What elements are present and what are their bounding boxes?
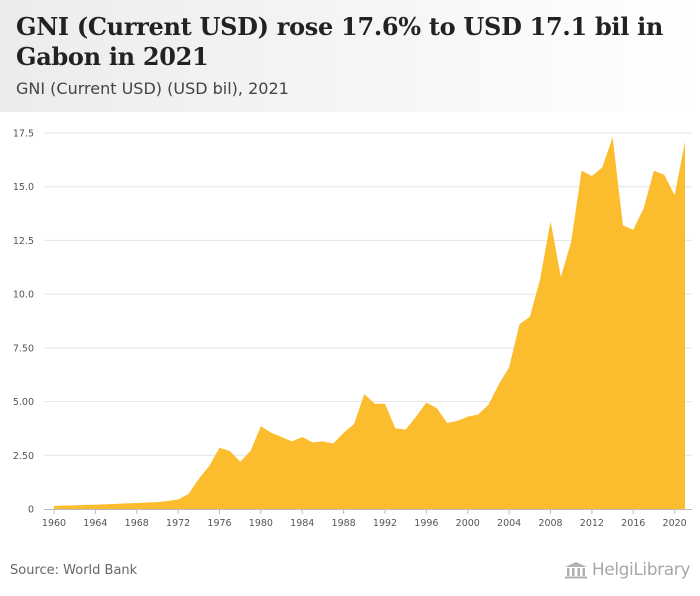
x-tick-label: 1972 [166,518,190,529]
helgi-library-logo: HelgiLibrary [564,560,690,580]
x-axis-ticks: 1960 1964 1968 1972 1976 1980 1984 1988 1992 1996… [42,509,687,529]
x-tick-label: 1984 [290,518,314,529]
x-tick-label: 1992 [373,518,397,529]
y-tick-label: 2.50 [13,451,34,462]
y-tick-label: 17.5 [13,129,34,140]
gridlines [44,132,692,456]
chart-subtitle: GNI (Current USD) (USD bil), 2021 [16,79,289,98]
x-tick-label: 1968 [125,518,149,529]
x-tick-label: 2016 [621,518,645,529]
x-tick-label: 2000 [456,518,480,529]
x-tick-label: 1980 [249,518,273,529]
y-tick-label: 12.5 [13,236,34,247]
chart-header: GNI (Current USD) rose 17.6% to USD 17.1… [0,0,700,112]
chart-title: GNI (Current USD) rose 17.6% to USD 17.1… [16,12,664,71]
x-tick-label: 1996 [414,518,438,529]
x-tick-label: 2020 [663,518,687,529]
y-tick-label: 7.50 [13,343,34,354]
x-tick-label: 2004 [497,518,521,529]
x-tick-label: 1988 [332,518,356,529]
y-axis-ticks: 0 2.50 5.00 7.50 10.0 12.5 15.0 17.5 [13,129,34,516]
x-tick-label: 1976 [207,518,231,529]
x-tick-label: 2012 [580,518,604,529]
source-note: Source: World Bank [10,563,138,578]
y-tick-label: 15.0 [13,182,34,193]
y-tick-label: 0 [28,505,34,516]
library-building-icon [564,562,587,579]
gni-area-series [54,137,685,510]
x-tick-label: 1964 [83,518,107,529]
y-tick-label: 5.00 [13,397,34,408]
x-tick-label: 2008 [538,518,562,529]
y-tick-label: 10.0 [13,290,34,301]
logo-text: HelgiLibrary [591,560,691,580]
x-tick-label: 1960 [42,518,66,529]
